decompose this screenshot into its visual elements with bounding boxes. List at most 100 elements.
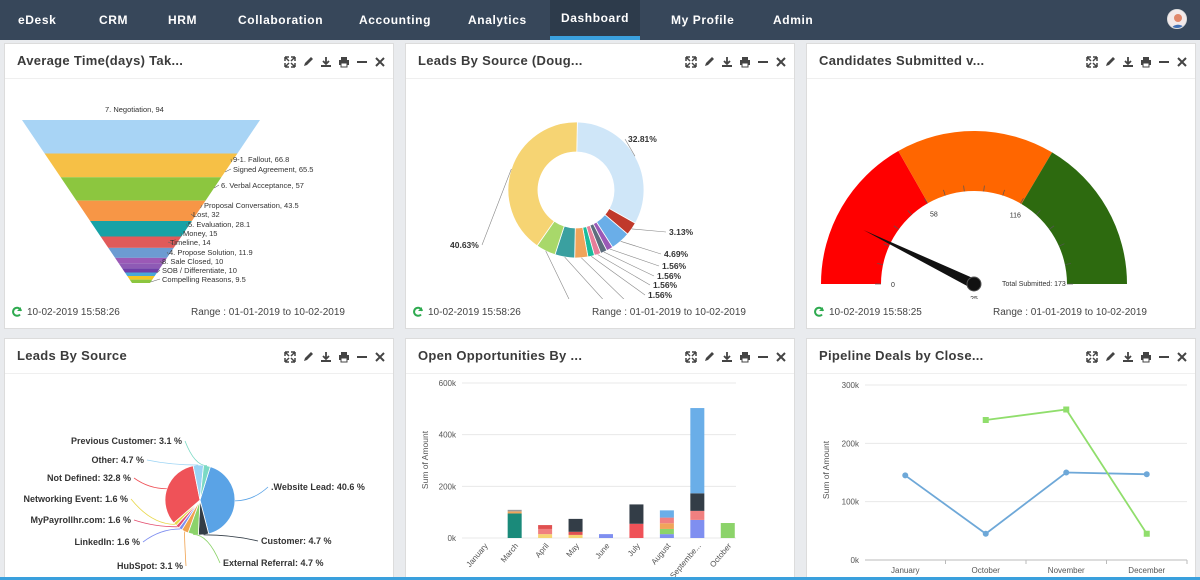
user-avatar[interactable] (1167, 9, 1187, 29)
funnel-connector (159, 260, 164, 265)
gauge-band (1021, 152, 1127, 284)
gauge-tick (1049, 225, 1055, 230)
gauge-tick (924, 198, 928, 204)
minimize-icon[interactable] (1157, 350, 1171, 364)
donut-label: 4.69% (664, 249, 689, 259)
bar-segment (659, 534, 674, 538)
bar-segment (659, 510, 674, 518)
edit-icon[interactable] (702, 350, 716, 364)
widget-footer: 10-02-2019 15:58:26 Range : 01-01-2019 t… (5, 298, 393, 328)
refresh-icon[interactable] (412, 306, 424, 318)
edit-icon[interactable] (1103, 55, 1117, 69)
funnel-segment (129, 279, 153, 283)
edit-icon[interactable] (702, 55, 716, 69)
expand-icon[interactable] (1085, 55, 1099, 69)
funnel-connector (180, 232, 183, 237)
widget-header-divider (807, 78, 1195, 79)
close-icon[interactable] (774, 350, 788, 364)
funnel-segment (108, 247, 174, 258)
nav-item-accounting[interactable]: Accounting (359, 13, 431, 27)
pie-connector (184, 531, 187, 567)
pie-label: LinkedIn: 1.6 % (74, 537, 140, 547)
x-tick-label: April (533, 541, 550, 559)
gauge-tick (1035, 210, 1041, 216)
pie-label: Previous Customer: 3.1 % (71, 436, 182, 446)
gauge-needle (863, 230, 977, 289)
gauge-total-label: Total Submitted: 173 (1002, 281, 1066, 288)
expand-icon[interactable] (283, 350, 297, 364)
expand-icon[interactable] (684, 350, 698, 364)
gauge-band (821, 151, 928, 284)
print-icon[interactable] (738, 55, 752, 69)
donut-connector (581, 257, 632, 307)
nav-item-dashboard[interactable]: Dashboard (550, 0, 640, 40)
donut-connector (631, 228, 667, 233)
close-icon[interactable] (1175, 350, 1189, 364)
bar-segment (599, 534, 613, 538)
print-icon[interactable] (738, 350, 752, 364)
widget-toolbar (1085, 55, 1189, 69)
last-updated-timestamp: 10-02-2019 15:58:26 (27, 307, 120, 318)
print-icon[interactable] (1139, 55, 1153, 69)
nav-item-my-profile[interactable]: My Profile (671, 13, 735, 27)
download-icon[interactable] (720, 350, 734, 364)
edit-icon[interactable] (301, 55, 315, 69)
print-icon[interactable] (337, 350, 351, 364)
minimize-icon[interactable] (355, 55, 369, 69)
refresh-icon[interactable] (813, 306, 825, 318)
pie-label: External Referral: 4.7 % (223, 558, 324, 568)
y-tick-label: 400k (439, 431, 457, 440)
nav-item-hrm[interactable]: HRM (168, 13, 198, 27)
funnel-label: SOB / Differentiate, 10 (162, 266, 237, 275)
refresh-icon[interactable] (11, 306, 23, 318)
download-icon[interactable] (319, 55, 333, 69)
funnel-label: 4. Propose Solution, 11.9 (169, 248, 253, 257)
nav-item-admin[interactable]: Admin (773, 13, 814, 27)
minimize-icon[interactable] (756, 55, 770, 69)
gauge-tick (893, 225, 899, 230)
bar-segment (659, 523, 674, 529)
close-icon[interactable] (373, 350, 387, 364)
gauge-tick-label: 58 (930, 212, 938, 219)
nav-item-crm[interactable]: CRM (99, 13, 129, 27)
widget-toolbar (283, 350, 387, 364)
nav-item-collaboration[interactable]: Collaboration (238, 13, 324, 27)
expand-icon[interactable] (283, 55, 297, 69)
expand-icon[interactable] (1085, 350, 1099, 364)
bar-segment (720, 523, 735, 538)
minimize-icon[interactable] (756, 350, 770, 364)
download-icon[interactable] (319, 350, 333, 364)
print-icon[interactable] (337, 55, 351, 69)
print-icon[interactable] (1139, 350, 1153, 364)
bar-segment (690, 519, 705, 538)
widget-body: 0k 200k 400k 600k Sum of Amount January March A… (406, 374, 794, 580)
download-icon[interactable] (720, 55, 734, 69)
widget-body: 32.81%3.13%4.69%1.56%1.56%1.56%1.56%3.13… (406, 79, 794, 331)
close-icon[interactable] (774, 55, 788, 69)
minimize-icon[interactable] (1157, 55, 1171, 69)
pie-label: Networking Event: 1.6 % (23, 494, 128, 504)
y-tick-label: 600k (439, 379, 457, 388)
bar-segment (568, 534, 583, 538)
download-icon[interactable] (1121, 350, 1135, 364)
nav-item-analytics[interactable]: Analytics (468, 13, 527, 27)
nav-item-edesk[interactable]: eDesk (18, 13, 57, 27)
close-icon[interactable] (373, 55, 387, 69)
minimize-icon[interactable] (355, 350, 369, 364)
bar-segment (629, 523, 644, 538)
funnel-label: 9-1. Fallout, 66.8 (233, 155, 289, 164)
edit-icon[interactable] (301, 350, 315, 364)
gauge-band (898, 131, 1053, 205)
date-range: Range : 01-01-2019 to 10-02-2019 (190, 307, 345, 318)
donut-label: 1.56% (653, 280, 678, 290)
expand-icon[interactable] (684, 55, 698, 69)
funnel-segment (90, 220, 192, 237)
bar-segment (538, 528, 553, 535)
x-tick-label: August (650, 541, 673, 566)
bar-segment (659, 528, 674, 535)
widget-header-divider (807, 373, 1195, 374)
close-icon[interactable] (1175, 55, 1189, 69)
edit-icon[interactable] (1103, 350, 1117, 364)
download-icon[interactable] (1121, 55, 1135, 69)
gauge-tick (1020, 198, 1024, 204)
